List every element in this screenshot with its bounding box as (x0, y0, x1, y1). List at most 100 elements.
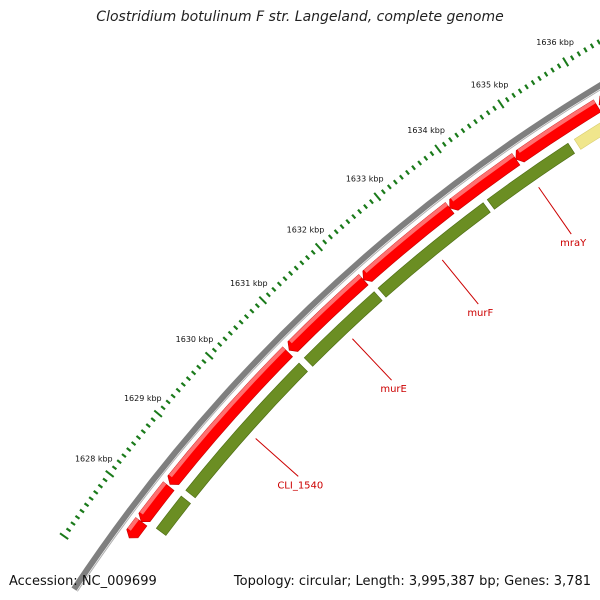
minor-tick (322, 239, 328, 245)
gene-leader-line (441, 259, 479, 305)
major-tick (153, 409, 163, 418)
minor-tick (201, 358, 207, 364)
minor-tick (288, 270, 294, 276)
gene-feature (303, 291, 383, 367)
minor-tick (111, 465, 118, 471)
minor-tick (299, 260, 305, 266)
major-tick (204, 351, 214, 360)
minor-tick (217, 341, 223, 347)
major-tick (314, 242, 324, 252)
tick-label: 1629 kbp (124, 394, 162, 403)
gene-label: murE (380, 384, 407, 395)
minor-tick (79, 508, 85, 514)
major-tick (562, 57, 570, 67)
cds-highlight (450, 153, 515, 202)
gene-track (155, 122, 600, 536)
minor-tick (180, 381, 186, 387)
minor-tick (357, 208, 363, 215)
minor-tick (589, 43, 595, 49)
minor-tick (238, 319, 244, 325)
minor-tick (190, 370, 197, 376)
minor-tick (175, 387, 181, 393)
minor-tick (150, 417, 156, 423)
minor-tick (473, 118, 478, 125)
minor-tick (185, 376, 192, 382)
minor-tick (211, 347, 218, 353)
cds-feature (167, 346, 294, 485)
minor-tick (386, 184, 392, 190)
minor-tick (363, 203, 368, 210)
minor-tick (369, 198, 374, 205)
minor-tick (339, 224, 345, 230)
cds-track (126, 95, 600, 539)
accession-text: Accession: NC_009699 (9, 574, 157, 589)
minor-tick (170, 393, 176, 399)
minor-tick (243, 314, 250, 320)
minor-tick (517, 88, 523, 94)
minor-tick (249, 308, 255, 314)
major-tick (497, 99, 505, 109)
minor-tick (130, 441, 137, 446)
minor-tick (310, 249, 316, 255)
minor-tick (83, 502, 90, 508)
minor-tick (441, 141, 447, 147)
minor-tick (97, 483, 104, 489)
genome-backbone (71, 82, 600, 592)
cds-highlight (289, 274, 362, 344)
minor-tick (227, 330, 233, 336)
minor-tick (524, 84, 529, 90)
major-tick (59, 532, 69, 540)
minor-tick (126, 447, 132, 452)
minor-tick (479, 114, 485, 120)
cds-highlight (517, 99, 596, 153)
minor-tick (88, 496, 94, 501)
map-title: Clostridium botulinum F str. Langeland, … (96, 9, 504, 25)
minor-tick (333, 229, 339, 235)
tick-label: 1634 kbp (407, 126, 445, 135)
minor-tick (305, 254, 311, 261)
minor-tick (116, 459, 122, 465)
minor-tick (398, 174, 404, 180)
minor-tick (165, 399, 171, 405)
gene-leader-line (352, 338, 392, 381)
gene-label: mraY (560, 238, 587, 249)
minor-tick (135, 435, 142, 440)
gene-feature (185, 362, 308, 499)
backbone-shadow (76, 89, 600, 592)
minor-tick (351, 213, 357, 220)
gene-leader-line (538, 186, 572, 235)
minor-tick (70, 521, 76, 526)
minor-tick (556, 63, 562, 69)
minor-tick (102, 477, 108, 483)
minor-tick (271, 286, 277, 292)
major-tick (434, 144, 442, 154)
tick-label: 1631 kbp (230, 279, 268, 288)
tick-label: 1633 kbp (346, 174, 384, 183)
minor-tick (145, 423, 151, 429)
tick-label: 1636 kbp (536, 38, 574, 47)
cds-highlight (168, 346, 286, 478)
major-tick (373, 192, 382, 202)
minor-tick (543, 71, 549, 77)
minor-tick (550, 67, 555, 73)
major-tick (258, 295, 268, 305)
minor-tick (65, 527, 72, 533)
minor-tick (485, 110, 491, 116)
minor-tick (448, 137, 453, 143)
minor-tick (222, 336, 228, 342)
minor-tick (327, 234, 333, 240)
minor-tick (196, 364, 202, 370)
cds-highlight (139, 481, 167, 515)
minor-tick (160, 405, 166, 411)
minor-tick (282, 276, 288, 282)
minor-tick (293, 265, 299, 271)
gene-leader-line (255, 438, 299, 477)
minor-tick (233, 325, 239, 331)
gene-label: CLI_1540 (277, 480, 323, 491)
minor-tick (511, 92, 516, 99)
minor-tick (74, 514, 81, 520)
minor-tick (411, 165, 416, 171)
genome-summary: Topology: circular; Length: 3,995,387 bp… (233, 574, 591, 589)
cds-highlight (127, 517, 139, 531)
